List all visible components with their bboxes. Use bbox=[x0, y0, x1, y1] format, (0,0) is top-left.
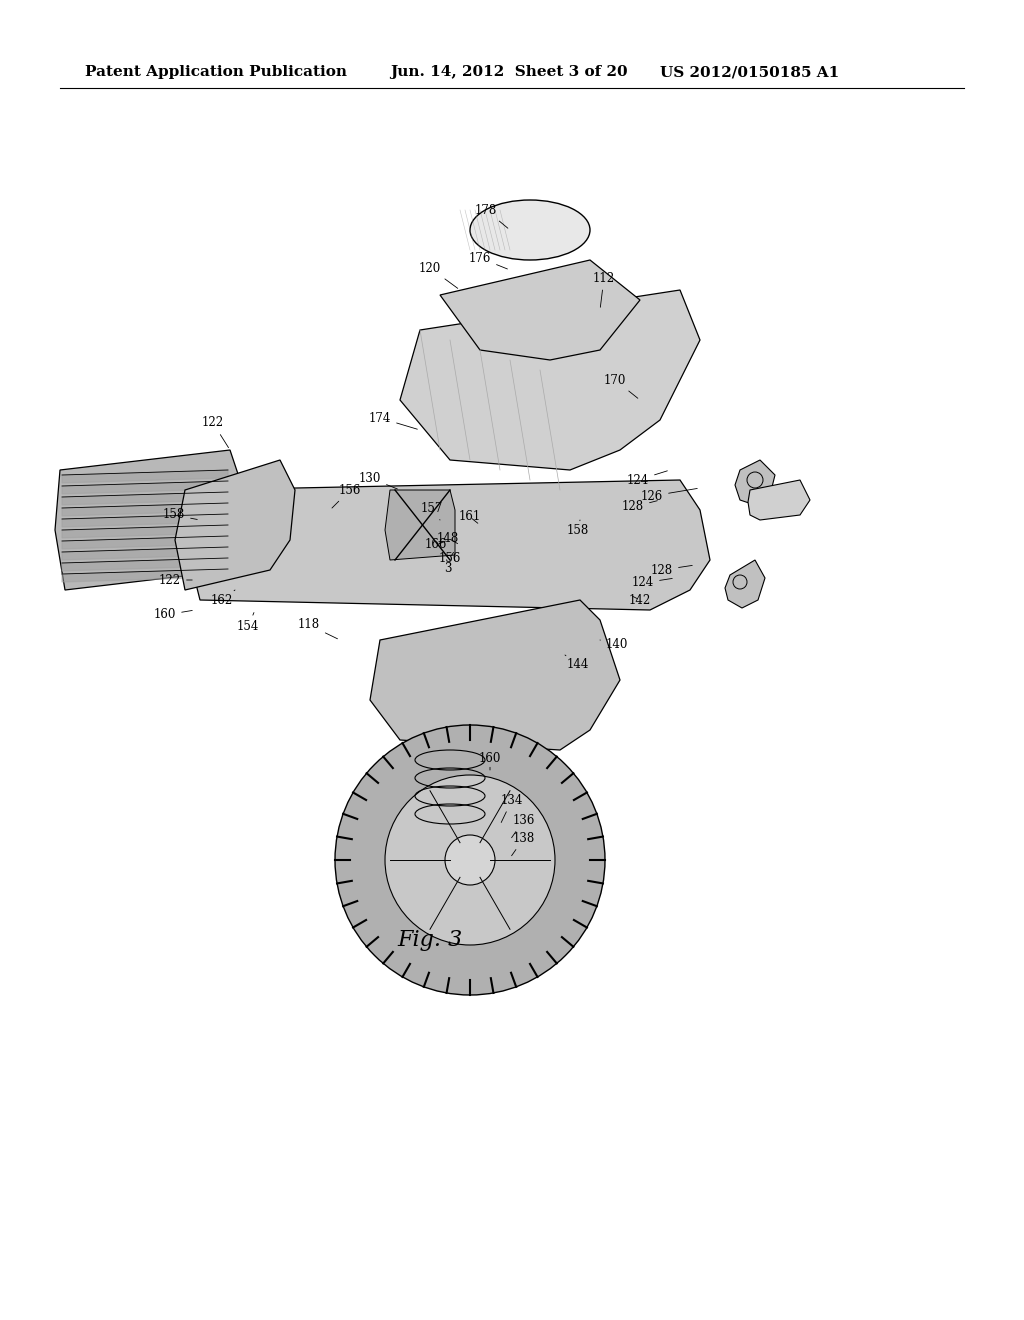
Circle shape bbox=[335, 725, 605, 995]
Text: 120: 120 bbox=[419, 261, 458, 288]
Circle shape bbox=[385, 775, 555, 945]
Polygon shape bbox=[62, 492, 228, 506]
Text: 174: 174 bbox=[369, 412, 418, 429]
Text: 118: 118 bbox=[298, 619, 338, 639]
Polygon shape bbox=[62, 513, 228, 527]
Text: 140: 140 bbox=[600, 639, 628, 652]
Text: 176: 176 bbox=[469, 252, 508, 269]
Text: 124: 124 bbox=[632, 577, 672, 590]
Polygon shape bbox=[62, 536, 228, 549]
Text: 162: 162 bbox=[211, 590, 234, 606]
Text: 126: 126 bbox=[641, 488, 697, 503]
Polygon shape bbox=[62, 480, 228, 494]
Text: 160: 160 bbox=[154, 609, 193, 622]
Text: 156: 156 bbox=[332, 483, 361, 508]
Polygon shape bbox=[62, 470, 228, 483]
Ellipse shape bbox=[370, 845, 570, 906]
Polygon shape bbox=[400, 290, 700, 470]
Polygon shape bbox=[385, 490, 455, 560]
Text: 138: 138 bbox=[512, 832, 536, 855]
Text: 3: 3 bbox=[444, 560, 455, 574]
Polygon shape bbox=[62, 558, 228, 572]
Text: Fig. 3: Fig. 3 bbox=[397, 929, 463, 950]
Text: 170: 170 bbox=[604, 374, 638, 399]
Text: 158: 158 bbox=[567, 520, 589, 536]
Text: Jun. 14, 2012  Sheet 3 of 20: Jun. 14, 2012 Sheet 3 of 20 bbox=[390, 65, 628, 79]
Text: 156: 156 bbox=[439, 552, 461, 565]
Text: Patent Application Publication: Patent Application Publication bbox=[85, 65, 347, 79]
Text: 124: 124 bbox=[627, 471, 668, 487]
Polygon shape bbox=[62, 546, 228, 560]
Text: 166: 166 bbox=[425, 539, 447, 552]
Text: 128: 128 bbox=[651, 564, 692, 577]
Circle shape bbox=[445, 836, 495, 884]
Polygon shape bbox=[175, 459, 295, 590]
Polygon shape bbox=[62, 503, 228, 516]
Text: 130: 130 bbox=[358, 471, 397, 488]
Text: 178: 178 bbox=[475, 203, 508, 228]
Polygon shape bbox=[748, 480, 810, 520]
Text: 136: 136 bbox=[512, 813, 536, 838]
Text: 160: 160 bbox=[479, 751, 501, 770]
Circle shape bbox=[733, 576, 746, 589]
Text: 144: 144 bbox=[565, 655, 589, 672]
Text: 112: 112 bbox=[593, 272, 615, 308]
Polygon shape bbox=[735, 459, 775, 506]
Text: 154: 154 bbox=[237, 612, 259, 634]
Text: 158: 158 bbox=[163, 508, 198, 521]
Polygon shape bbox=[55, 450, 250, 590]
Text: 161: 161 bbox=[459, 511, 481, 524]
Text: 157: 157 bbox=[421, 502, 443, 520]
Text: 134: 134 bbox=[501, 793, 523, 822]
Polygon shape bbox=[62, 569, 228, 582]
Text: 148: 148 bbox=[437, 532, 459, 544]
Polygon shape bbox=[370, 601, 620, 750]
Ellipse shape bbox=[470, 201, 590, 260]
Circle shape bbox=[746, 473, 763, 488]
Polygon shape bbox=[725, 560, 765, 609]
Polygon shape bbox=[190, 480, 710, 610]
Text: 142: 142 bbox=[629, 594, 651, 606]
Text: 122: 122 bbox=[159, 573, 193, 586]
Polygon shape bbox=[62, 525, 228, 539]
Polygon shape bbox=[440, 260, 640, 360]
Text: US 2012/0150185 A1: US 2012/0150185 A1 bbox=[660, 65, 840, 79]
Text: 128: 128 bbox=[622, 500, 657, 513]
Text: 122: 122 bbox=[202, 417, 228, 447]
